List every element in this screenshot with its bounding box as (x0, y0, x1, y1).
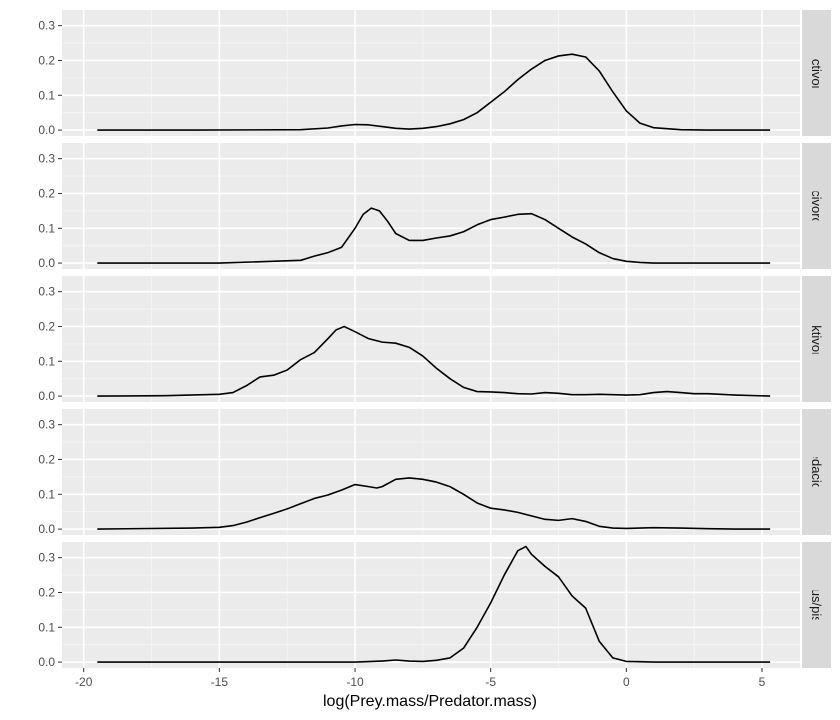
density-line (97, 545, 771, 663)
y-tick-label: 0.1 (38, 354, 55, 368)
facet-panel: 0.0 0.1 0.2 0.3 predacious (38, 409, 831, 536)
x-tick-label: 5 (759, 675, 766, 689)
panel-background (62, 409, 800, 535)
facet-strip-label: planktivorous (809, 301, 824, 378)
facet-strip (802, 10, 831, 136)
panel-background (62, 542, 800, 668)
y-tick-label: 0.0 (38, 655, 55, 669)
panel-background (62, 10, 800, 136)
y-tick-label: 0.2 (38, 186, 55, 200)
panel-background (62, 276, 800, 402)
density-line (97, 477, 771, 530)
density-line (97, 207, 771, 264)
facet-strip (802, 542, 831, 668)
facet-panel: 0.0 0.1 0.2 0.3 planktivorous (38, 276, 831, 403)
facet-strip (802, 143, 831, 269)
x-tick-label: -15 (211, 675, 229, 689)
facet-panel: 0.0 0.1 0.2 0.3 piscivorous (38, 143, 831, 270)
y-tick-label: 0.2 (38, 319, 55, 333)
y-tick-label: 0.1 (38, 487, 55, 501)
facet-strip-label: predacious (809, 440, 824, 504)
x-tick-label: -10 (346, 675, 364, 689)
facet-panel: 0.0 0.1 0.2 0.3 predacious/piscivorous (38, 539, 831, 672)
facet-strip (802, 276, 831, 402)
y-tick-label: 0.3 (38, 19, 55, 33)
y-tick-label: 0.0 (38, 389, 55, 403)
x-axis: -20 -15 -10 -5 0 5 (75, 668, 766, 689)
x-tick-label: 0 (623, 675, 630, 689)
x-axis-title: log(Prey.mass/Predator.mass) (323, 693, 537, 710)
density-line (97, 53, 771, 131)
y-tick-label: 0.3 (38, 551, 55, 565)
y-tick-label: 0.1 (38, 88, 55, 102)
x-tick-label: -20 (75, 675, 93, 689)
y-tick-label: 0.2 (38, 53, 55, 67)
y-tick-label: 0.0 (38, 522, 55, 536)
y-tick-label: 0.3 (38, 285, 55, 299)
y-tick-label: 0.2 (38, 452, 55, 466)
x-tick-label: -5 (485, 675, 496, 689)
facet-panel: 0.0 0.1 0.2 0.3 insectivorous (38, 10, 831, 137)
facet-strip-label: predacious/piscivorous (809, 539, 824, 672)
y-tick-label: 0.0 (38, 123, 55, 137)
facet-panels: 0.0 0.1 0.2 0.3 insectivorous 0.0 0.1 0.2 0.3 pis… (38, 10, 831, 672)
y-tick-label: 0.1 (38, 221, 55, 235)
y-tick-label: 0.3 (38, 152, 55, 166)
y-tick-label: 0.2 (38, 585, 55, 599)
panel-background (62, 143, 800, 269)
facet-strip-label: insectivorous (809, 35, 824, 111)
facet-strip (802, 409, 831, 535)
y-tick-label: 0.1 (38, 620, 55, 634)
facet-strip-label: piscivorous (809, 173, 824, 239)
density-line (97, 325, 771, 397)
y-tick-label: 0.0 (38, 256, 55, 270)
y-tick-label: 0.3 (38, 418, 55, 432)
